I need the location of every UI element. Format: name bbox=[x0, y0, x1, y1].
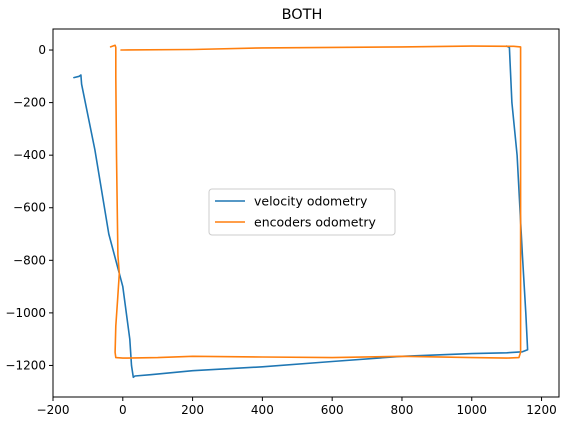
y-tick-label: −1000 bbox=[5, 306, 46, 320]
chart-title: BOTH bbox=[282, 7, 323, 23]
x-tick-label: 200 bbox=[181, 403, 204, 417]
series-line-0 bbox=[73, 45, 529, 379]
x-tick-label: 600 bbox=[321, 403, 344, 417]
plot-area bbox=[73, 44, 529, 379]
plot-frame bbox=[52, 28, 560, 398]
x-tick-label: 400 bbox=[251, 403, 274, 417]
y-tick-label: −800 bbox=[13, 253, 46, 267]
x-axis: −200 0 200 400 600 800 1000 1200 bbox=[37, 397, 557, 417]
legend-label-velocity: velocity odometry bbox=[254, 194, 368, 209]
y-tick-label: −1200 bbox=[5, 358, 46, 372]
y-axis: 0 −200 −400 −600 −800 −1000 −1200 bbox=[5, 43, 53, 372]
y-tick-label: −600 bbox=[13, 201, 46, 215]
legend: velocity odometry encoders odometry bbox=[208, 188, 396, 236]
x-tick-label: 1000 bbox=[456, 403, 487, 417]
x-tick-label: 800 bbox=[391, 403, 414, 417]
series-line-1 bbox=[109, 44, 522, 359]
y-tick-label: 0 bbox=[38, 43, 46, 57]
y-tick-label: −400 bbox=[13, 148, 46, 162]
legend-box bbox=[208, 188, 396, 236]
x-tick-label: −200 bbox=[37, 403, 70, 417]
x-tick-label: 0 bbox=[119, 403, 127, 417]
legend-label-encoders: encoders odometry bbox=[254, 215, 377, 230]
y-tick-label: −200 bbox=[13, 96, 46, 110]
x-tick-label: 1200 bbox=[526, 403, 557, 417]
